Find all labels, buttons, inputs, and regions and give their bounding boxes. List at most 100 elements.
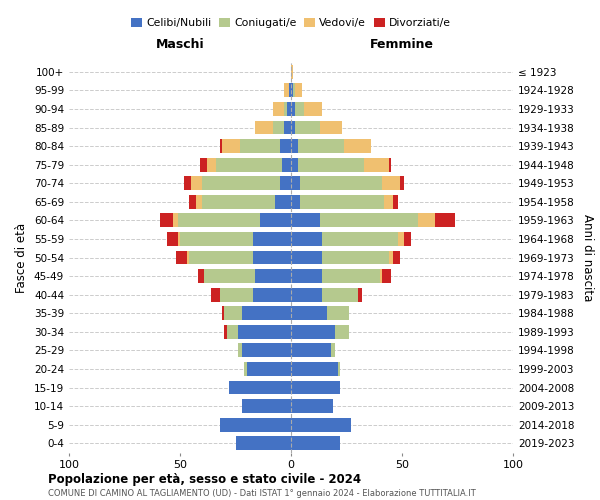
Bar: [224, 325, 227, 339]
Bar: [273, 102, 284, 116]
Bar: [291, 380, 340, 394]
Bar: [200, 158, 206, 172]
Bar: [244, 362, 247, 376]
Bar: [389, 250, 393, 264]
Bar: [238, 325, 291, 339]
Text: Maschi: Maschi: [155, 38, 205, 52]
Bar: [291, 362, 338, 376]
Bar: [289, 84, 291, 98]
Bar: [322, 232, 398, 246]
Bar: [178, 214, 260, 228]
Bar: [331, 344, 335, 357]
Bar: [322, 269, 380, 283]
Bar: [291, 399, 333, 413]
Bar: [291, 418, 351, 432]
Bar: [176, 250, 187, 264]
Bar: [291, 344, 331, 357]
Bar: [215, 158, 282, 172]
Bar: [273, 120, 284, 134]
Bar: [291, 176, 300, 190]
Bar: [202, 176, 280, 190]
Bar: [260, 214, 291, 228]
Bar: [304, 102, 322, 116]
Bar: [400, 176, 404, 190]
Bar: [240, 139, 280, 153]
Bar: [384, 195, 393, 209]
Bar: [167, 232, 178, 246]
Bar: [280, 139, 291, 153]
Bar: [256, 120, 273, 134]
Bar: [291, 195, 300, 209]
Bar: [256, 269, 291, 283]
Bar: [198, 269, 205, 283]
Bar: [196, 195, 202, 209]
Bar: [227, 325, 238, 339]
Bar: [291, 102, 295, 116]
Bar: [220, 139, 222, 153]
Bar: [291, 214, 320, 228]
Bar: [291, 306, 326, 320]
Bar: [202, 195, 275, 209]
Bar: [436, 214, 455, 228]
Bar: [211, 288, 220, 302]
Bar: [320, 120, 342, 134]
Bar: [291, 84, 293, 98]
Bar: [253, 288, 291, 302]
Bar: [382, 269, 391, 283]
Legend: Celibi/Nubili, Coniugati/e, Vedovi/e, Divorziati/e: Celibi/Nubili, Coniugati/e, Vedovi/e, Di…: [127, 14, 455, 32]
Bar: [173, 214, 178, 228]
Bar: [205, 269, 256, 283]
Bar: [418, 214, 436, 228]
Bar: [242, 306, 291, 320]
Bar: [180, 232, 253, 246]
Bar: [220, 418, 291, 432]
Bar: [335, 325, 349, 339]
Bar: [358, 288, 362, 302]
Bar: [242, 344, 291, 357]
Bar: [160, 214, 173, 228]
Bar: [291, 139, 298, 153]
Bar: [206, 158, 215, 172]
Bar: [187, 250, 189, 264]
Bar: [364, 158, 389, 172]
Bar: [298, 158, 364, 172]
Bar: [253, 250, 291, 264]
Bar: [242, 399, 291, 413]
Bar: [235, 436, 291, 450]
Bar: [291, 250, 322, 264]
Bar: [338, 362, 340, 376]
Bar: [291, 269, 322, 283]
Bar: [393, 195, 398, 209]
Text: COMUNE DI CAMINO AL TAGLIAMENTO (UD) - Dati ISTAT 1° gennaio 2024 - Elaborazione: COMUNE DI CAMINO AL TAGLIAMENTO (UD) - D…: [48, 489, 476, 498]
Bar: [229, 380, 291, 394]
Bar: [389, 158, 391, 172]
Bar: [287, 102, 291, 116]
Bar: [220, 288, 253, 302]
Bar: [247, 362, 291, 376]
Bar: [398, 232, 404, 246]
Bar: [295, 84, 302, 98]
Bar: [284, 120, 291, 134]
Bar: [300, 176, 382, 190]
Bar: [300, 195, 384, 209]
Bar: [275, 195, 291, 209]
Bar: [178, 232, 180, 246]
Bar: [291, 232, 322, 246]
Bar: [382, 176, 400, 190]
Bar: [291, 325, 335, 339]
Bar: [322, 288, 358, 302]
Bar: [291, 120, 295, 134]
Bar: [280, 176, 291, 190]
Y-axis label: Fasce di età: Fasce di età: [16, 222, 28, 292]
Bar: [322, 250, 389, 264]
Bar: [282, 158, 291, 172]
Bar: [222, 139, 240, 153]
Bar: [393, 250, 400, 264]
Bar: [284, 102, 287, 116]
Bar: [320, 214, 418, 228]
Bar: [344, 139, 371, 153]
Y-axis label: Anni di nascita: Anni di nascita: [581, 214, 594, 301]
Bar: [284, 84, 289, 98]
Bar: [326, 306, 349, 320]
Bar: [238, 344, 242, 357]
